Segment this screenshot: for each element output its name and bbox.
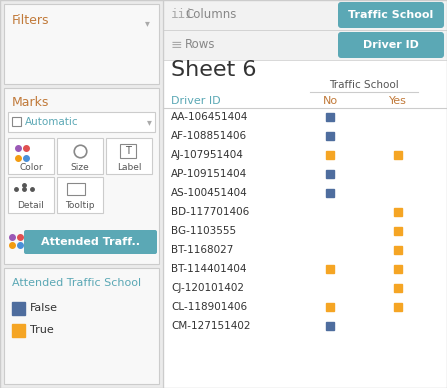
Bar (0, 0, 163, 388)
Bar (394, 151, 402, 159)
Bar (57, 138, 103, 174)
Bar (106, 138, 152, 174)
Bar (326, 265, 334, 273)
Text: Label: Label (117, 163, 141, 171)
Text: Traffic School: Traffic School (348, 10, 434, 20)
Bar (8, 138, 54, 174)
Bar (8, 112, 155, 132)
Text: Filters: Filters (12, 14, 50, 27)
Bar (163, 30, 447, 60)
Bar (394, 284, 402, 292)
Bar (4, 268, 159, 384)
Bar (394, 246, 402, 254)
Bar (394, 227, 402, 235)
Text: Attended Traffic School: Attended Traffic School (12, 278, 141, 288)
Bar (394, 208, 402, 216)
Text: Attended Traff..: Attended Traff.. (41, 237, 140, 247)
Text: Color: Color (19, 163, 43, 171)
Text: Marks: Marks (12, 96, 49, 109)
Text: Yes: Yes (389, 96, 407, 106)
Text: CM-127151402: CM-127151402 (171, 321, 250, 331)
Text: AA-106451404: AA-106451404 (171, 112, 249, 122)
Text: Automatic: Automatic (25, 117, 79, 127)
Text: iii: iii (171, 9, 194, 21)
Text: Rows: Rows (185, 38, 215, 52)
Text: No: No (322, 96, 337, 106)
Bar (394, 265, 402, 273)
Bar (326, 170, 334, 178)
Text: BD-117701406: BD-117701406 (171, 207, 249, 217)
Bar (4, 4, 159, 84)
Bar (326, 113, 334, 121)
Bar (12, 324, 25, 337)
Bar (163, 0, 447, 388)
Bar (4, 88, 159, 264)
Bar (8, 177, 54, 213)
Bar (326, 303, 334, 311)
Text: T: T (125, 146, 131, 156)
Bar (12, 117, 21, 126)
Text: AF-108851406: AF-108851406 (171, 131, 247, 141)
Bar (57, 177, 103, 213)
FancyBboxPatch shape (338, 32, 444, 58)
Bar (326, 189, 334, 197)
Text: CL-118901406: CL-118901406 (171, 302, 247, 312)
FancyBboxPatch shape (338, 2, 444, 28)
Bar (12, 302, 25, 315)
Text: CJ-120101402: CJ-120101402 (171, 283, 244, 293)
Bar (394, 303, 402, 311)
Text: Traffic School: Traffic School (329, 80, 399, 90)
Text: Sheet 6: Sheet 6 (171, 60, 257, 80)
Text: ▾: ▾ (147, 117, 152, 127)
Text: BT-114401404: BT-114401404 (171, 264, 246, 274)
FancyBboxPatch shape (24, 230, 157, 254)
Bar (326, 132, 334, 140)
Text: Tooltip: Tooltip (65, 201, 95, 211)
Text: AP-109151404: AP-109151404 (171, 169, 247, 179)
Bar (120, 144, 136, 158)
Text: False: False (30, 303, 58, 313)
Text: Driver ID: Driver ID (363, 40, 419, 50)
Text: BT-1168027: BT-1168027 (171, 245, 233, 255)
Text: AJ-107951404: AJ-107951404 (171, 150, 244, 160)
Bar (326, 322, 334, 330)
Text: BG-1103555: BG-1103555 (171, 226, 236, 236)
Text: AS-100451404: AS-100451404 (171, 188, 248, 198)
Bar (163, 0, 447, 30)
Text: Size: Size (71, 163, 89, 171)
Text: True: True (30, 325, 54, 335)
Bar (67, 183, 85, 195)
Text: Driver ID: Driver ID (171, 96, 221, 106)
Text: Detail: Detail (17, 201, 44, 211)
Bar (326, 151, 334, 159)
Text: ▾: ▾ (144, 18, 149, 28)
Text: ≡: ≡ (171, 38, 183, 52)
Text: Columns: Columns (185, 9, 236, 21)
